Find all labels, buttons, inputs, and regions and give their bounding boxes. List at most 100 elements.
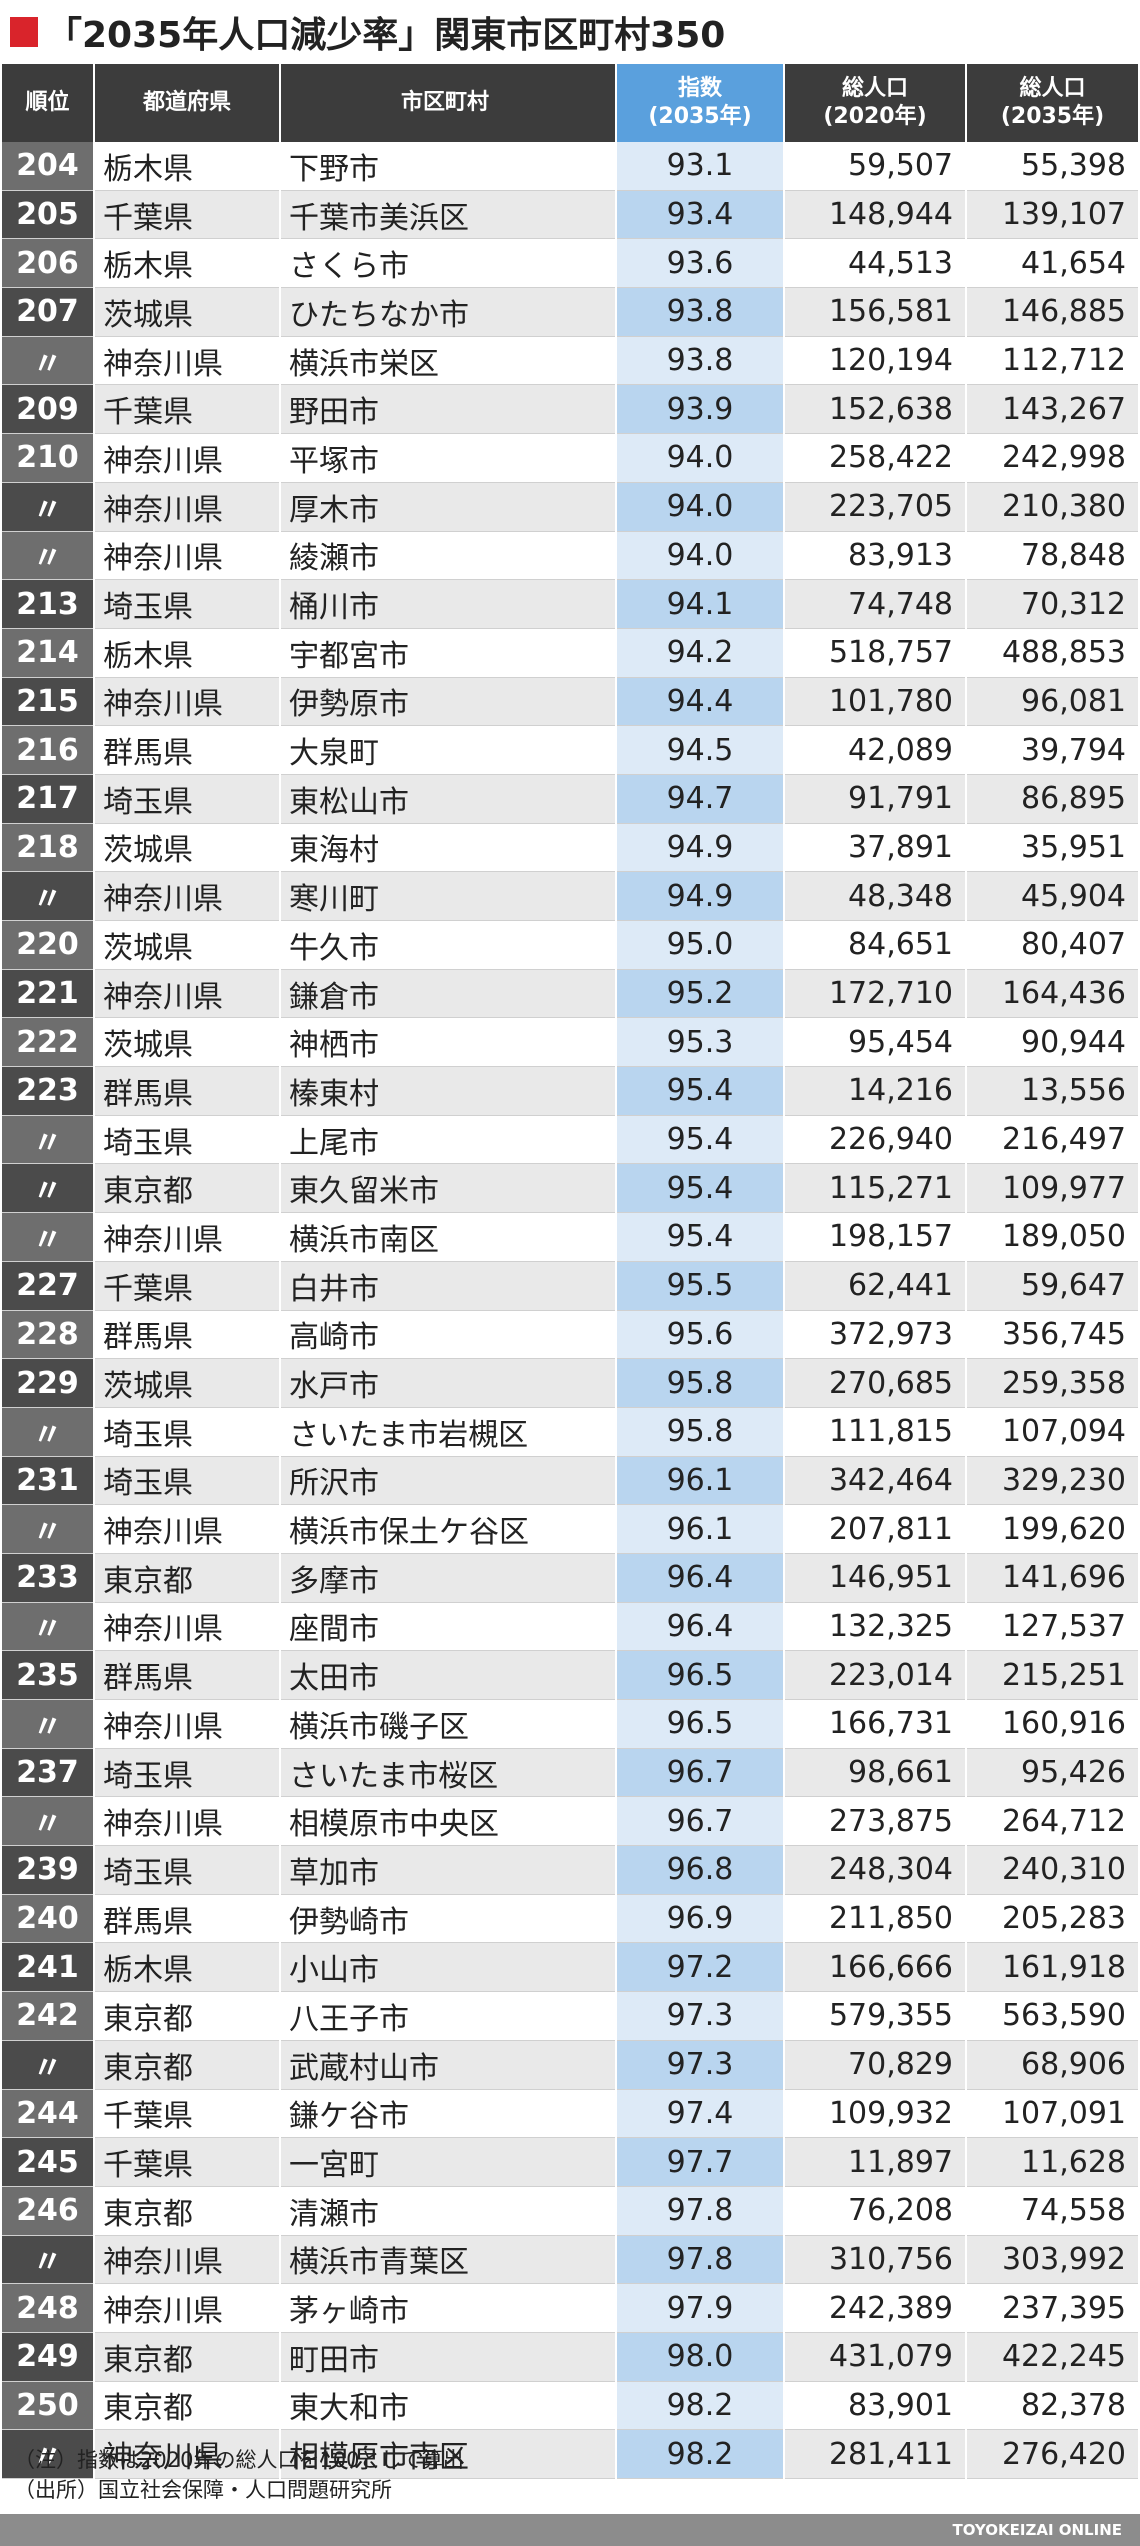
header-prefecture: 都道府県: [94, 64, 281, 142]
prefecture-cell: 東京都: [94, 2040, 281, 2090]
municipality-cell: 太田市: [280, 1650, 617, 1700]
pop2020-cell: 372,973: [784, 1310, 967, 1360]
rank-cell: 206: [2, 238, 95, 289]
table-row: 216 群馬県 大泉町 94.5 42,089 39,794: [2, 725, 1138, 775]
prefecture-cell: 神奈川県: [94, 482, 281, 532]
pop2035-cell: 563,590: [966, 1991, 1138, 2041]
index-cell: 97.3: [616, 1991, 785, 2041]
table-row: 242 東京都 八王子市 97.3 579,355 563,590: [2, 1991, 1138, 2041]
page-title: 「2035年人口減少率」関東市区町村350: [46, 15, 726, 56]
rank-cell: 207: [2, 287, 95, 337]
prefecture-cell: 埼玉県: [94, 1407, 281, 1457]
pop2020-cell: 115,271: [784, 1163, 967, 1214]
pop2035-cell: 216,497: [966, 1115, 1138, 1165]
rank-cell: 〃: [2, 531, 95, 581]
municipality-cell: 東松山市: [280, 774, 617, 824]
index-cell: 94.0: [616, 482, 785, 532]
table-row: 220 茨城県 牛久市 95.0 84,651 80,407: [2, 920, 1138, 970]
municipality-cell: 寒川町: [280, 871, 617, 921]
index-cell: 96.4: [616, 1553, 785, 1603]
prefecture-cell: 群馬県: [94, 725, 281, 775]
pop2020-cell: 70,829: [784, 2040, 967, 2090]
rank-cell: 227: [2, 1261, 95, 1311]
pop2020-cell: 148,944: [784, 190, 967, 240]
header-index-line2: (2035年): [648, 104, 752, 129]
pop2020-cell: 273,875: [784, 1796, 967, 1847]
municipality-cell: ひたちなか市: [280, 287, 617, 337]
municipality-cell: 東大和市: [280, 2381, 617, 2431]
index-cell: 95.4: [616, 1212, 785, 1262]
prefecture-cell: 神奈川県: [94, 2429, 281, 2479]
pop2035-cell: 107,094: [966, 1407, 1138, 1457]
pop2020-cell: 111,815: [784, 1407, 967, 1457]
prefecture-cell: 神奈川県: [94, 1504, 281, 1554]
pop2020-cell: 132,325: [784, 1602, 967, 1652]
pop2020-cell: 83,913: [784, 531, 967, 581]
prefecture-cell: 東京都: [94, 1553, 281, 1603]
pop2035-cell: 189,050: [966, 1212, 1138, 1262]
rank-cell: 231: [2, 1456, 95, 1506]
index-cell: 97.9: [616, 2283, 785, 2333]
prefecture-cell: 茨城県: [94, 1358, 281, 1408]
prefecture-cell: 神奈川県: [94, 1796, 281, 1847]
prefecture-cell: 栃木県: [94, 238, 281, 289]
rank-cell: 216: [2, 725, 95, 775]
pop2035-cell: 146,885: [966, 287, 1138, 337]
rank-cell: 246: [2, 2186, 95, 2236]
pop2035-cell: 488,853: [966, 628, 1138, 678]
pop2035-cell: 55,398: [966, 142, 1138, 191]
rank-cell: 〃: [2, 1163, 95, 1214]
table-row: 241 栃木県 小山市 97.2 166,666 161,918: [2, 1942, 1138, 1993]
table-row: 〃埼玉県 上尾市 95.4 226,940 216,497: [2, 1115, 1138, 1165]
table-header-row: 順位 都道府県 市区町村 指数 (2035年) 総人口 (2020年) 総人口 (20…: [2, 64, 1138, 142]
pop2035-cell: 356,745: [966, 1310, 1138, 1360]
rank-cell: 217: [2, 774, 95, 824]
pop2020-cell: 76,208: [784, 2186, 967, 2236]
index-cell: 96.1: [616, 1456, 785, 1506]
index-cell: 96.7: [616, 1796, 785, 1847]
municipality-cell: 横浜市南区: [280, 1212, 617, 1262]
rank-cell: 205: [2, 190, 95, 240]
municipality-cell: 上尾市: [280, 1115, 617, 1165]
rank-cell: 233: [2, 1553, 95, 1603]
table-row: 〃神奈川県 横浜市磯子区 96.5 166,731 160,916: [2, 1699, 1138, 1749]
table-row: 217 埼玉県 東松山市 94.7 91,791 86,895: [2, 774, 1138, 824]
table-row: 221 神奈川県 鎌倉市 95.2 172,710 164,436: [2, 969, 1138, 1019]
pop2020-cell: 166,666: [784, 1942, 967, 1993]
municipality-cell: 高崎市: [280, 1310, 617, 1360]
municipality-cell: 千葉市美浜区: [280, 190, 617, 240]
municipality-cell: さくら市: [280, 238, 617, 289]
rank-cell: 220: [2, 920, 95, 970]
rank-cell: 〃: [2, 1602, 95, 1652]
table-row: 245 千葉県 一宮町 97.7 11,897 11,628: [2, 2137, 1138, 2187]
pop2020-cell: 223,014: [784, 1650, 967, 1700]
index-cell: 96.1: [616, 1504, 785, 1554]
table-row: 248 神奈川県 茅ヶ崎市 97.9 242,389 237,395: [2, 2283, 1138, 2333]
municipality-cell: 桶川市: [280, 579, 617, 629]
rank-cell: 239: [2, 1845, 95, 1895]
header-municipality-label: 市区町村: [401, 90, 490, 115]
header-pop2035-line1: 総人口: [1019, 76, 1086, 101]
index-cell: 93.8: [616, 336, 785, 386]
rank-cell: 〃: [2, 1504, 95, 1554]
prefecture-cell: 埼玉県: [94, 1115, 281, 1165]
pop2020-cell: 198,157: [784, 1212, 967, 1262]
rank-cell: 214: [2, 628, 95, 678]
rank-cell: 〃: [2, 2235, 95, 2285]
index-cell: 97.7: [616, 2137, 785, 2187]
pop2035-cell: 13,556: [966, 1066, 1138, 1116]
municipality-cell: 水戸市: [280, 1358, 617, 1408]
rank-cell: 〃: [2, 482, 95, 532]
pop2035-cell: 127,537: [966, 1602, 1138, 1652]
municipality-cell: 白井市: [280, 1261, 617, 1311]
pop2020-cell: 258,422: [784, 433, 967, 483]
municipality-cell: 榛東村: [280, 1066, 617, 1116]
index-cell: 96.5: [616, 1699, 785, 1749]
prefecture-cell: 茨城県: [94, 287, 281, 337]
pop2035-cell: 86,895: [966, 774, 1138, 824]
pop2020-cell: 579,355: [784, 1991, 967, 2041]
rank-cell: 218: [2, 823, 95, 873]
prefecture-cell: 千葉県: [94, 190, 281, 240]
pop2020-cell: 120,194: [784, 336, 967, 386]
municipality-cell: 下野市: [280, 142, 617, 191]
